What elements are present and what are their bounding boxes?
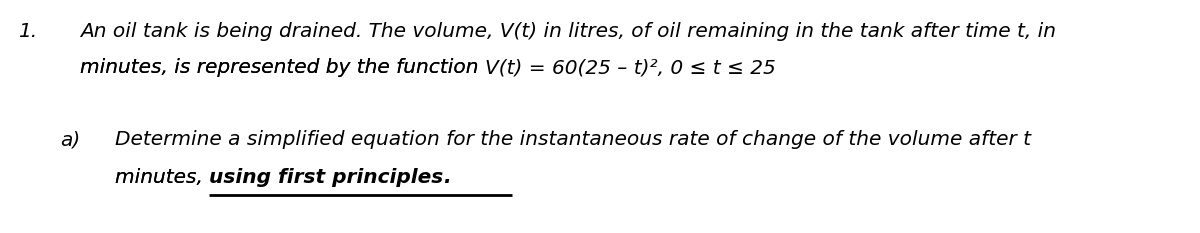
Text: using first principles: using first principles (209, 168, 444, 187)
Text: minutes,: minutes, (115, 168, 209, 187)
Text: minutes,: minutes, (115, 168, 209, 187)
Text: a): a) (60, 130, 80, 149)
Text: minutes, is represented by the function: minutes, is represented by the function (80, 58, 485, 77)
Text: V(t) = 60(25 – t)², 0 ≤ t ≤ 25: V(t) = 60(25 – t)², 0 ≤ t ≤ 25 (485, 58, 775, 77)
Text: Determine a simplified equation for the instantaneous rate of change of the volu: Determine a simplified equation for the … (115, 130, 1031, 149)
Text: An oil tank is being drained. The volume, V(t) in litres, of oil remaining in th: An oil tank is being drained. The volume… (80, 22, 1056, 41)
Text: 1.: 1. (18, 22, 37, 41)
Text: .: . (444, 168, 451, 187)
Text: minutes, is represented by the function: minutes, is represented by the function (80, 58, 485, 77)
